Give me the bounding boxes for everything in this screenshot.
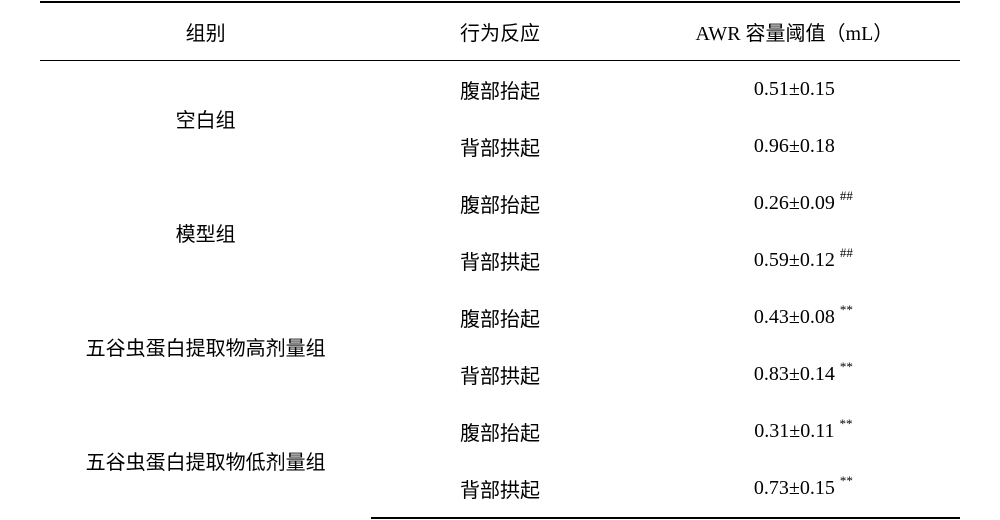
table-header: 组别 行为反应 AWR 容量阈值（mL） (40, 2, 960, 61)
table-row: 五谷虫蛋白提取物高剂量组 腹部抬起 0.43±0.08 ** (40, 289, 960, 346)
group-cell: 空白组 (40, 61, 371, 176)
superscript: ** (840, 473, 853, 489)
behavior-cell: 腹部抬起 (371, 403, 629, 460)
value-text: 0.51±0.15 (754, 78, 835, 100)
value-text: 0.59±0.12 (754, 249, 835, 271)
value-wrapper: 0.26±0.09 ## (754, 192, 835, 215)
superscript: ## (840, 188, 853, 204)
behavior-cell: 背部拱起 (371, 460, 629, 518)
behavior-cell: 背部拱起 (371, 232, 629, 289)
value-text: 0.83±0.14 (754, 363, 835, 385)
value-wrapper: 0.51±0.15 (754, 78, 835, 101)
value-text: 0.26±0.09 (754, 192, 835, 214)
header-behavior: 行为反应 (371, 2, 629, 61)
behavior-cell: 腹部抬起 (371, 175, 629, 232)
behavior-cell: 背部拱起 (371, 346, 629, 403)
value-text: 0.43±0.08 (754, 306, 835, 328)
value-text: 0.96±0.18 (754, 135, 835, 157)
group-cell: 五谷虫蛋白提取物低剂量组 (40, 403, 371, 518)
superscript: ## (840, 245, 853, 261)
value-wrapper: 0.96±0.18 (754, 135, 835, 158)
value-wrapper: 0.43±0.08 ** (754, 306, 835, 329)
group-cell: 模型组 (40, 175, 371, 289)
value-wrapper: 0.31±0.11 ** (754, 420, 834, 443)
table-row: 模型组 腹部抬起 0.26±0.09 ## (40, 175, 960, 232)
table-row: 空白组 腹部抬起 0.51±0.15 (40, 61, 960, 119)
table-body: 空白组 腹部抬起 0.51±0.15 背部拱起 0.96±0.18 模型组 腹部… (40, 61, 960, 519)
value-cell: 0.51±0.15 (629, 61, 960, 119)
header-row: 组别 行为反应 AWR 容量阈值（mL） (40, 2, 960, 61)
value-cell: 0.96±0.18 (629, 118, 960, 175)
value-cell: 0.83±0.14 ** (629, 346, 960, 403)
group-cell: 五谷虫蛋白提取物高剂量组 (40, 289, 371, 403)
behavior-cell: 背部拱起 (371, 118, 629, 175)
behavior-cell: 腹部抬起 (371, 289, 629, 346)
superscript: ** (840, 359, 853, 375)
value-cell: 0.59±0.12 ## (629, 232, 960, 289)
value-cell: 0.73±0.15 ** (629, 460, 960, 518)
superscript: ** (840, 302, 853, 318)
header-value: AWR 容量阈值（mL） (629, 2, 960, 61)
value-text: 0.31±0.11 (754, 420, 834, 442)
value-wrapper: 0.59±0.12 ## (754, 249, 835, 272)
behavior-cell: 腹部抬起 (371, 61, 629, 119)
table-row: 五谷虫蛋白提取物低剂量组 腹部抬起 0.31±0.11 ** (40, 403, 960, 460)
value-text: 0.73±0.15 (754, 477, 835, 499)
value-cell: 0.43±0.08 ** (629, 289, 960, 346)
superscript: ** (840, 416, 853, 432)
data-table: 组别 行为反应 AWR 容量阈值（mL） 空白组 腹部抬起 0.51±0.15 … (40, 1, 960, 519)
value-wrapper: 0.83±0.14 ** (754, 363, 835, 386)
value-cell: 0.26±0.09 ## (629, 175, 960, 232)
value-wrapper: 0.73±0.15 ** (754, 477, 835, 500)
value-cell: 0.31±0.11 ** (629, 403, 960, 460)
header-group: 组别 (40, 2, 371, 61)
